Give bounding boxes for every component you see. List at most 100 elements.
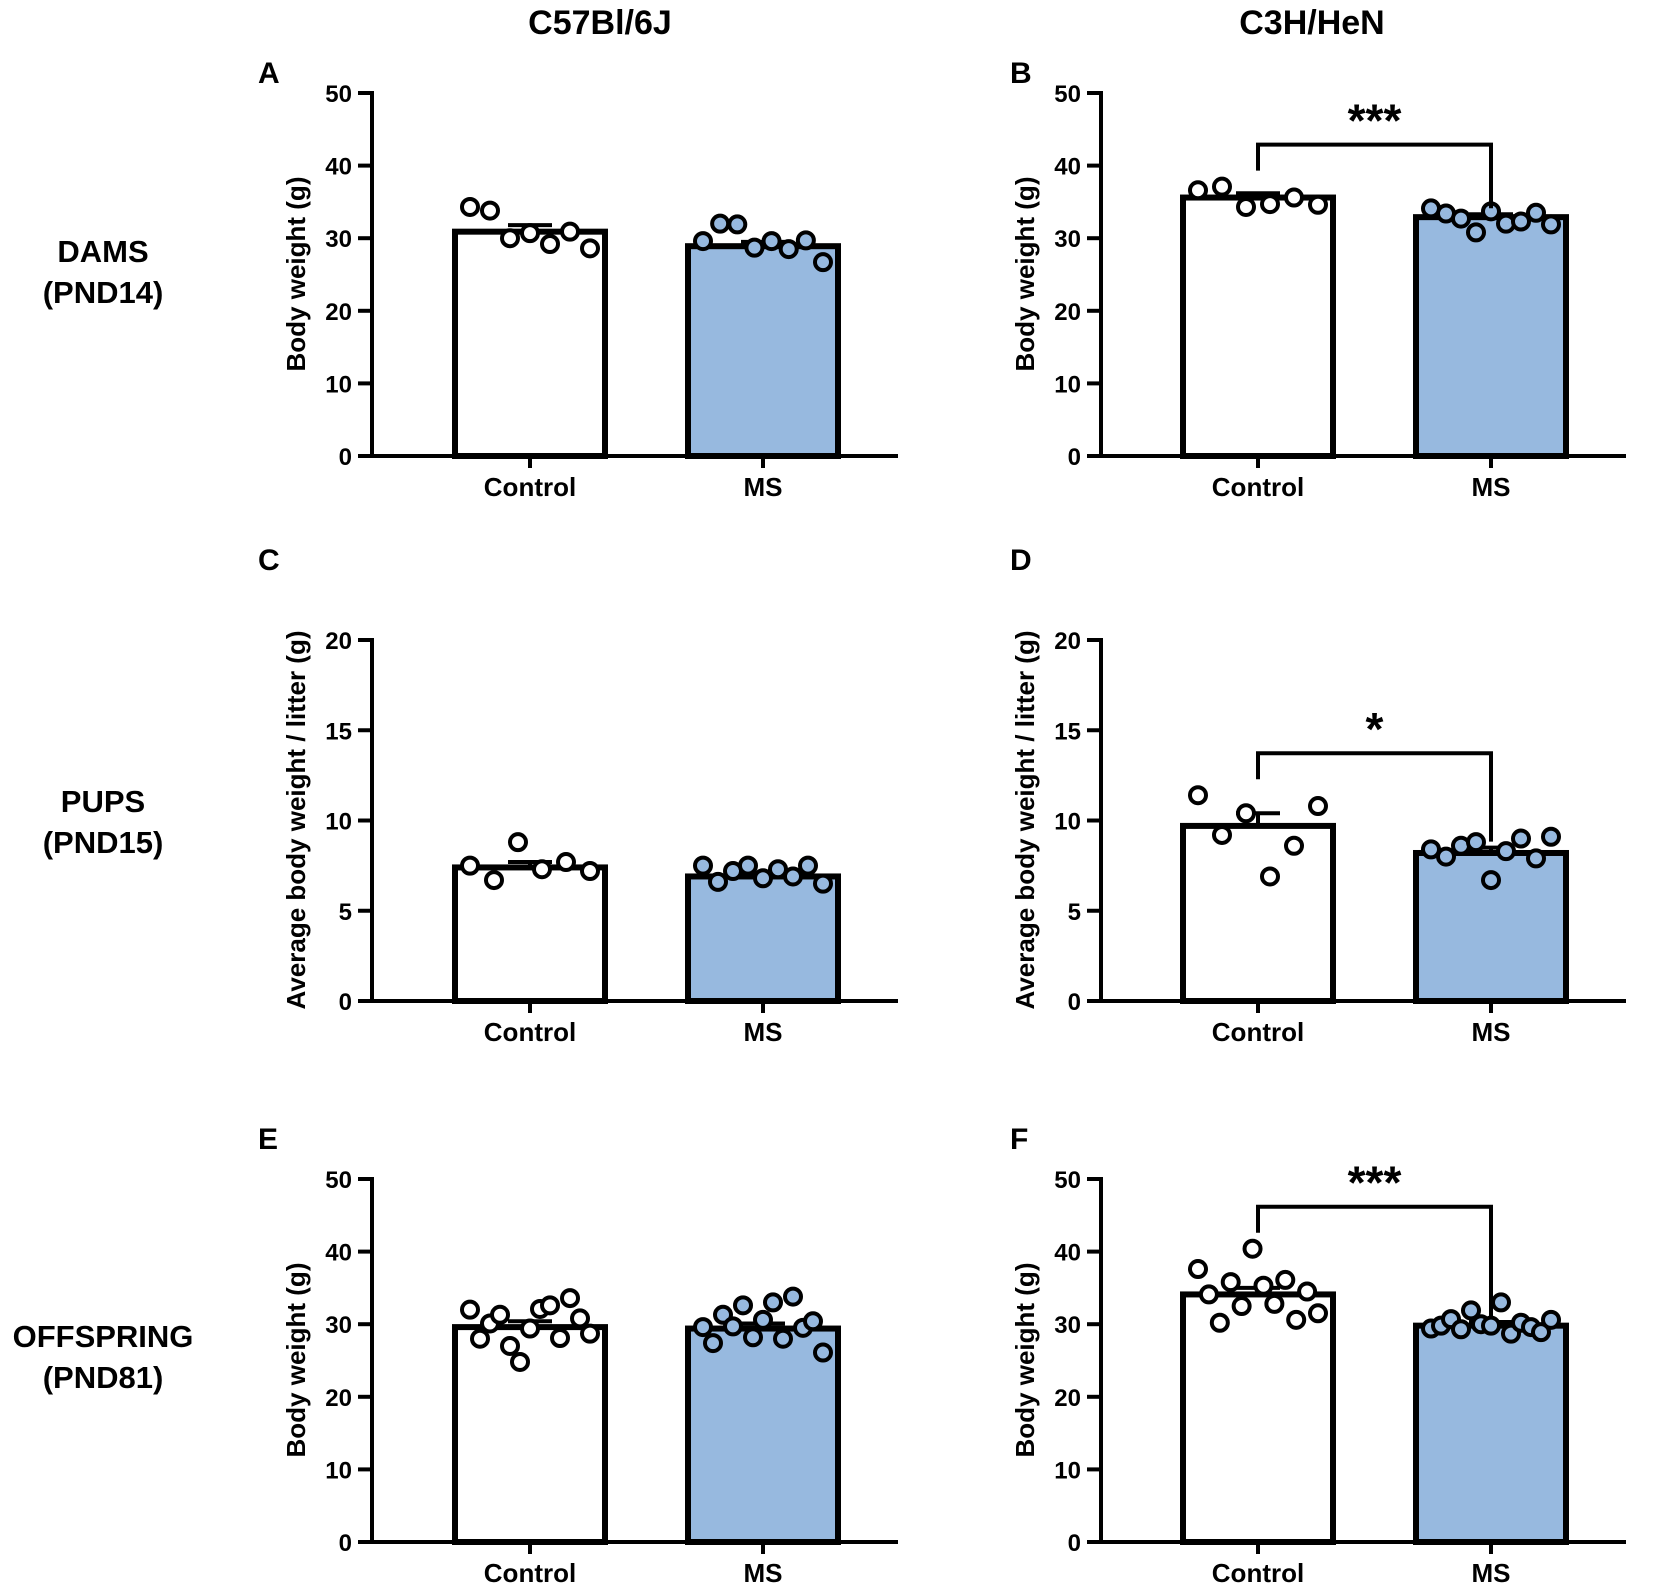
data-point-c-ms	[798, 855, 818, 876]
y-tick-label-c: 5	[339, 899, 352, 926]
y-tick-label-f: 20	[1054, 1385, 1081, 1412]
data-point-b-ms	[1511, 211, 1531, 232]
panel-b: B 0 10 20 30 40 50 Control MS Body weight (g) ***	[1010, 57, 1626, 502]
data-point-f-ms	[1531, 1322, 1551, 1343]
y-tick-label-d: 20	[1054, 628, 1081, 655]
data-point-a-ms	[727, 214, 748, 235]
data-point-d-ms	[1496, 841, 1516, 862]
data-point-e-control	[520, 1318, 540, 1339]
data-point-d-control	[1260, 866, 1280, 887]
data-point-c-control	[484, 870, 504, 891]
error-bar-b-control	[1236, 191, 1280, 198]
significance-label-f: ***	[1348, 1157, 1402, 1209]
x-category-label-f-ms: MS	[1472, 1558, 1511, 1587]
bar-e-control	[452, 1324, 608, 1545]
data-point-f-control	[1188, 1259, 1208, 1280]
data-point-f-control	[1253, 1275, 1274, 1296]
data-point-b-control	[1284, 187, 1304, 208]
data-point-b-ms	[1466, 222, 1486, 243]
y-tick-label-a: 50	[325, 81, 352, 108]
data-point-f-ms	[1451, 1319, 1471, 1340]
data-point-a-control	[580, 238, 600, 259]
data-point-e-control	[580, 1323, 600, 1344]
data-point-a-control	[540, 234, 560, 255]
data-point-d-ms	[1481, 870, 1501, 891]
data-point-e-ms	[693, 1317, 713, 1338]
x-category-label-e-ms: MS	[744, 1558, 783, 1587]
y-tick-label-c: 20	[325, 628, 352, 655]
y-tick-label-f: 50	[1054, 1167, 1081, 1194]
data-point-c-ms	[693, 855, 713, 876]
data-point-a-control	[480, 200, 500, 221]
y-tick-label-b: 0	[1068, 444, 1081, 471]
y-tick-label-a: 30	[325, 226, 352, 253]
y-tick-label-b: 20	[1054, 299, 1081, 326]
data-point-c-ms	[738, 855, 758, 876]
y-tick-label-c: 0	[339, 989, 352, 1016]
data-point-d-control	[1236, 803, 1256, 824]
panel-a: A 0 10 20 30 40 50 Control MS Body weight (g)	[258, 57, 898, 502]
data-point-f-ms	[1461, 1300, 1481, 1321]
data-point-d-ms	[1526, 848, 1546, 869]
data-point-d-control	[1188, 785, 1208, 806]
data-point-d-control	[1212, 824, 1232, 845]
x-category-label-f-control: Control	[1212, 1558, 1304, 1587]
data-point-b-control	[1212, 176, 1232, 197]
y-tick-label-c: 10	[325, 809, 352, 836]
column-title-c57bl6j: C57Bl/6J	[528, 4, 672, 42]
data-point-b-ms	[1541, 214, 1561, 235]
data-point-c-control	[508, 832, 528, 853]
panel-letter-f: F	[1010, 1123, 1028, 1156]
data-point-e-ms	[703, 1333, 723, 1354]
panel-c: C 0 5 10 15 20 Control MS Average body weight / …	[258, 544, 898, 1047]
data-point-a-control	[500, 228, 520, 249]
data-point-b-control	[1188, 180, 1208, 201]
significance-bracket-d	[1256, 751, 1493, 842]
row-label-offspring: OFFSPRING	[13, 1319, 194, 1354]
y-tick-label-c: 15	[325, 718, 352, 745]
y-tick-label-b: 40	[1054, 154, 1081, 181]
significance-bracket-b	[1256, 142, 1493, 209]
data-point-b-control	[1260, 194, 1280, 215]
y-tick-label-e: 40	[325, 1240, 352, 1267]
data-point-a-ms	[744, 237, 765, 258]
bar-b-ms	[1413, 214, 1569, 459]
data-point-b-control	[1308, 194, 1328, 215]
data-point-a-ms	[710, 213, 731, 234]
panel-letter-e: E	[258, 1123, 278, 1156]
significance-label-d: *	[1366, 703, 1384, 755]
y-tick-label-d: 5	[1068, 899, 1081, 926]
bar-f-control	[1180, 1291, 1336, 1545]
data-point-e-ms	[803, 1311, 823, 1332]
data-point-a-ms	[693, 231, 713, 252]
data-point-c-ms	[813, 873, 833, 894]
y-tick-label-b: 50	[1054, 81, 1081, 108]
data-point-f-control	[1220, 1272, 1241, 1293]
bar-c-control	[452, 864, 608, 1004]
y-axis-label-e: Body weight (g)	[281, 1263, 311, 1458]
data-point-c-control	[532, 859, 552, 880]
data-point-d-ms	[1541, 826, 1561, 847]
row-label-dams-pnd: (PND14)	[43, 275, 164, 310]
panel-letter-c: C	[258, 544, 280, 577]
data-point-a-control	[520, 223, 540, 244]
y-tick-label-f: 40	[1054, 1240, 1081, 1267]
data-point-a-ms	[795, 230, 816, 251]
x-category-label-d-ms: MS	[1472, 1017, 1511, 1047]
y-tick-label-b: 30	[1054, 226, 1081, 253]
panel-f: F 0 10 20 30 40 50 Control MS Body weight (g) ***	[1010, 1123, 1626, 1587]
data-point-e-control	[500, 1335, 520, 1356]
data-point-e-ms	[813, 1342, 833, 1363]
data-point-e-control	[560, 1288, 580, 1309]
data-point-c-control	[556, 852, 576, 873]
significance-bracket-f	[1256, 1204, 1493, 1317]
data-point-f-control	[1308, 1303, 1328, 1324]
data-point-f-control	[1209, 1312, 1230, 1333]
data-point-c-ms	[708, 871, 728, 892]
y-tick-label-f: 10	[1054, 1457, 1081, 1484]
data-point-b-ms	[1526, 202, 1546, 223]
bar-d-control	[1180, 822, 1336, 1004]
row-label-pups: PUPS	[61, 784, 145, 819]
data-point-e-control	[540, 1295, 560, 1316]
